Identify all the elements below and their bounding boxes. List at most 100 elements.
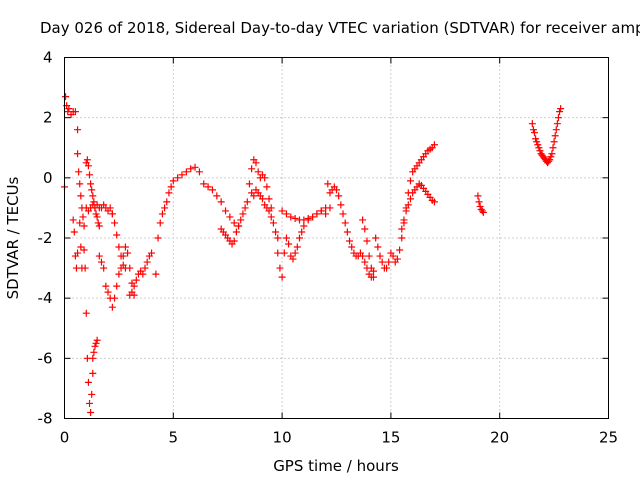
data-point [115,243,123,251]
data-point [406,195,414,203]
data-point [108,303,116,311]
y-tick-label: 2 [43,109,53,127]
data-point [272,228,280,236]
data-point [282,234,290,242]
y-tick-label: -4 [38,289,53,307]
x-axis-label: GPS time / hours [273,457,399,475]
data-point [396,246,404,254]
data-point [97,258,105,266]
data-point [87,180,95,188]
data-point [406,177,414,185]
data-point [378,258,386,266]
data-point [69,216,77,224]
data-point [337,201,345,209]
data-point [84,162,92,170]
data-point [83,156,91,164]
data-point [479,208,487,216]
data-point [108,210,116,218]
data-point [554,114,562,122]
data-point [250,192,258,200]
data-point [398,234,406,242]
data-point [245,180,253,188]
data-point [92,339,100,347]
data-point [77,243,85,251]
data-point [204,183,212,191]
data-point [235,222,243,230]
data-point [104,288,112,296]
data-point [475,198,483,206]
data-point [400,216,408,224]
data-point [117,252,125,260]
data-point [549,144,557,152]
data-point [91,342,99,350]
data-point [359,216,367,224]
data-point [167,183,175,191]
data-point [287,213,295,221]
data-point [361,225,369,233]
data-point [130,282,138,290]
data-point [195,168,203,176]
data-point [254,168,262,176]
data-point [111,294,119,302]
grid-layer [64,57,609,419]
data-point [393,255,401,263]
data-point [239,210,247,218]
data-point [278,207,286,215]
data-point [533,138,541,146]
data-point [293,243,301,251]
data-point [88,390,96,398]
data-point [222,207,230,215]
data-point [124,249,132,257]
data-point [339,210,347,218]
data-point [402,207,410,215]
data-point [237,216,245,224]
data-point [95,252,103,260]
y-tick-label: -6 [38,349,53,367]
data-point [322,210,330,218]
data-point [280,249,288,257]
data-point [241,204,249,212]
data-point [76,219,84,227]
data-point [200,180,208,188]
data-point [75,168,83,176]
data-point [361,258,369,266]
data-point [252,159,260,167]
data-point [90,348,98,356]
data-point [545,157,553,165]
data-point [213,192,221,200]
data-point [531,129,539,137]
data-point [226,213,234,221]
data-point [548,150,556,158]
data-point [165,189,173,197]
data-point [372,234,380,242]
data-point [274,249,282,257]
data-point [86,171,94,179]
data-point [89,369,97,377]
data-point [474,192,482,200]
data-point [550,138,558,146]
x-tick-label: 5 [169,429,179,447]
data-point [74,126,82,134]
data-point [230,237,238,245]
data-point [359,252,367,260]
data-point [535,144,543,152]
data-point [317,207,325,215]
data-point [367,264,375,272]
data-point [182,168,190,176]
data-point [261,174,269,182]
data-point [291,249,299,257]
data-point [478,207,486,215]
data-point [187,165,195,173]
data-point [291,214,299,222]
data-point [365,252,373,260]
data-point [547,153,555,161]
data-point [81,264,89,272]
data-point [71,108,79,116]
data-point [363,237,371,245]
data-point [348,243,356,251]
data-point [389,252,397,260]
x-tick-label: 10 [273,429,292,447]
data-point [276,264,284,272]
data-point [553,120,561,128]
data-point [82,309,90,317]
